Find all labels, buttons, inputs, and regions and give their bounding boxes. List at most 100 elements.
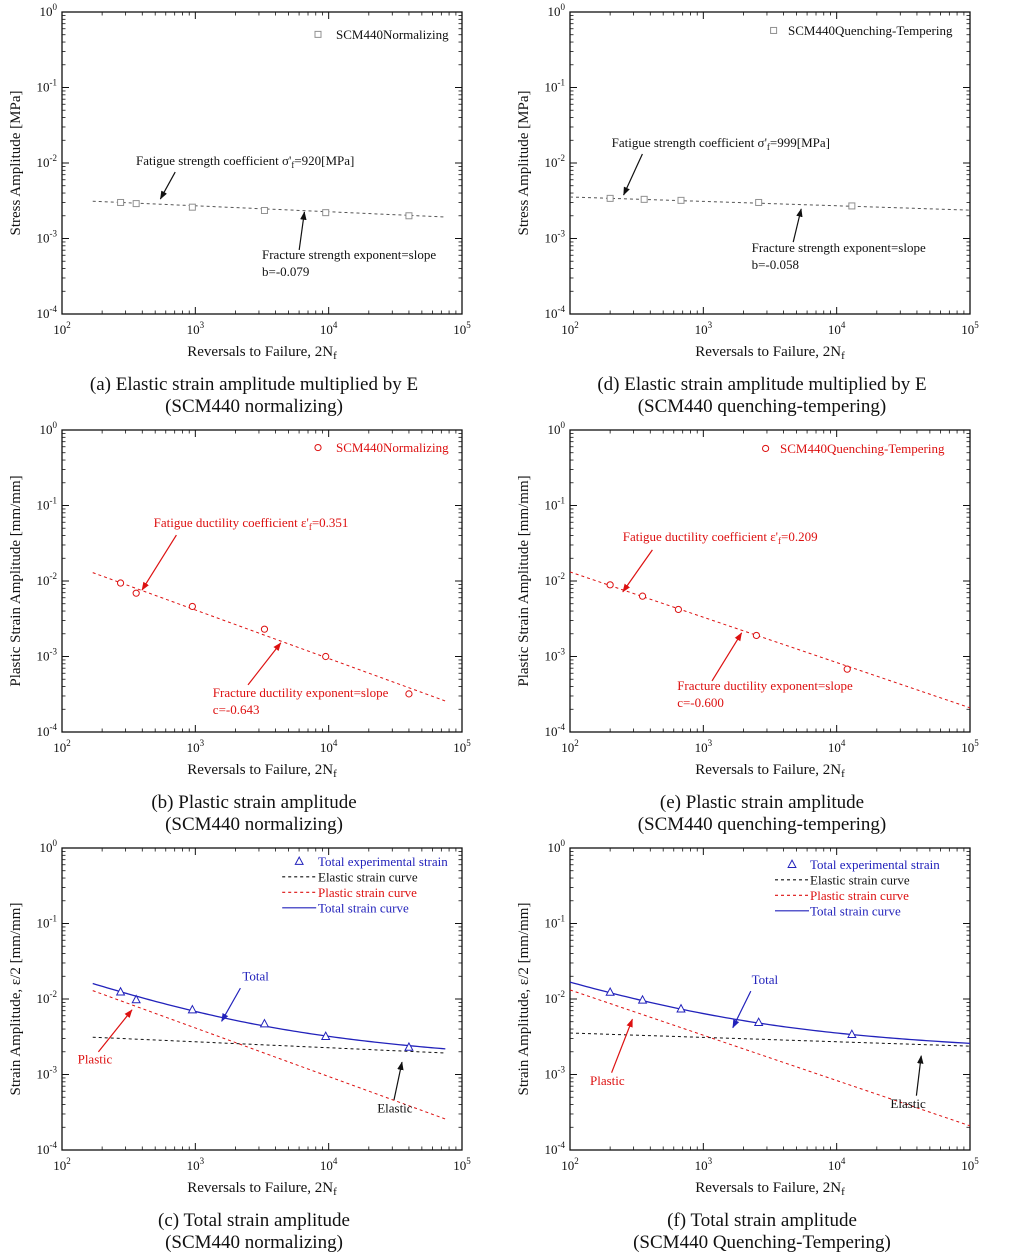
svg-text:10-1: 10-1 (37, 914, 58, 931)
annotations: Fatigue ductility coefficient ε'f=0.209 F… (622, 529, 853, 710)
svg-text:102: 102 (53, 320, 71, 337)
svg-text:105: 105 (453, 738, 471, 755)
caption-e: (e) Plastic strain amplitude (SCM440 que… (638, 792, 887, 836)
svg-text:Plastic Strain Amplitude [mm/: Plastic Strain Amplitude [mm/mm] (8, 475, 24, 686)
svg-text:Stress Amplitude [MPa]: Stress Amplitude [MPa] (8, 91, 24, 236)
svg-text:104: 104 (320, 320, 338, 337)
legend: SCM440Quenching-Tempering (770, 23, 953, 38)
svg-text:10-4: 10-4 (545, 304, 566, 321)
svg-text:100: 100 (40, 420, 58, 437)
caption-a-line1: (a) Elastic strain amplitude multiplied … (89, 374, 419, 395)
annotations: Total Plastic Elastic (78, 969, 413, 1116)
svg-text:10-4: 10-4 (37, 722, 58, 739)
svg-text:c=-0.643: c=-0.643 (213, 702, 260, 717)
svg-text:10-1: 10-1 (37, 496, 58, 513)
svg-text:SCM440Quenching-Tempering: SCM440Quenching-Tempering (780, 441, 945, 456)
svg-text:105: 105 (961, 1156, 979, 1173)
svg-text:Total: Total (752, 972, 779, 987)
svg-text:10-2: 10-2 (37, 989, 58, 1006)
svg-text:Plastic: Plastic (78, 1051, 113, 1066)
annotations: Fatigue ductility coefficient ε'f=0.351 F… (141, 515, 389, 717)
data-points (606, 194, 856, 210)
chart-f-total-quenching-tempering: 102 103 104 105 100 10-1 10-2 10-3 10-4 Reversals… (516, 838, 979, 1198)
svg-text:Reversals to Failure, 2Nf: Reversals to Failure, 2Nf (187, 762, 337, 780)
caption-e-line1: (e) Plastic strain amplitude (659, 792, 865, 813)
chart-a-elastic-normalizing: 102 103 104 105 100 10-1 10-2 10-3 10-4 Reversals… (8, 2, 471, 362)
axes: 102 103 104 105 100 10-1 10-2 10-3 10-4 Reversals… (516, 420, 979, 780)
svg-text:10-3: 10-3 (545, 647, 566, 664)
svg-text:Plastic Strain Amplitude [mm/: Plastic Strain Amplitude [mm/mm] (516, 475, 532, 686)
data-points (117, 198, 413, 220)
svg-text:10-3: 10-3 (37, 1065, 58, 1082)
fit-curves (92, 982, 446, 1120)
caption-b: (b) Plastic strain amplitude (SCM440 nor… (151, 792, 356, 836)
svg-text:100: 100 (40, 838, 58, 855)
fit-curves (92, 572, 446, 702)
svg-text:104: 104 (828, 738, 846, 755)
axes: 102 103 104 105 100 10-1 10-2 10-3 10-4 Reversals… (8, 420, 471, 780)
legend: SCM440Normalizing (314, 27, 449, 42)
svg-text:10-1: 10-1 (545, 78, 566, 95)
svg-text:Elastic: Elastic (377, 1100, 413, 1115)
svg-text:10-2: 10-2 (545, 153, 566, 170)
caption-b-line2: (SCM440 normalizing) (165, 814, 343, 835)
svg-text:Total strain curve: Total strain curve (318, 900, 409, 915)
svg-text:10-2: 10-2 (545, 571, 566, 588)
svg-text:10-3: 10-3 (37, 647, 58, 664)
svg-text:Reversals to Failure, 2Nf: Reversals to Failure, 2Nf (187, 1180, 337, 1198)
panel-d-elastic-quenching-tempering: 102 103 104 105 100 10-1 10-2 10-3 10-4 Reversals… (508, 0, 1016, 418)
svg-text:103: 103 (695, 738, 713, 755)
svg-text:10-1: 10-1 (545, 496, 566, 513)
caption-c: (c) Total strain amplitude (SCM440 norma… (158, 1210, 350, 1254)
caption-f-line1: (f) Total strain amplitude (667, 1210, 857, 1231)
svg-text:Fatigue ductility coefficient: Fatigue ductility coefficient ε'f=0.351 (154, 515, 349, 532)
caption-a-line2: (SCM440 normalizing) (165, 396, 343, 417)
svg-text:Elastic: Elastic (890, 1096, 926, 1111)
svg-text:b=-0.079: b=-0.079 (262, 264, 309, 279)
axes: 102 103 104 105 100 10-1 10-2 10-3 10-4 Reversals… (516, 2, 979, 362)
svg-text:102: 102 (53, 738, 71, 755)
data-points (115, 986, 414, 1051)
fit-curves (569, 981, 971, 1127)
svg-text:104: 104 (828, 320, 846, 337)
axes: 102 103 104 105 100 10-1 10-2 10-3 10-4 Reversals… (8, 838, 471, 1198)
svg-text:Fatigue strength coefficient σ: Fatigue strength coefficient σ'f=920[MPa… (136, 153, 354, 170)
legend: SCM440Normalizing (314, 440, 449, 455)
chart-b-plastic-normalizing: 102 103 104 105 100 10-1 10-2 10-3 10-4 Reversals… (8, 420, 471, 780)
svg-text:10-2: 10-2 (545, 989, 566, 1006)
svg-text:Reversals to Failure, 2Nf: Reversals to Failure, 2Nf (695, 762, 845, 780)
svg-text:SCM440Normalizing: SCM440Normalizing (336, 440, 449, 455)
caption-a: (a) Elastic strain amplitude multiplied … (90, 374, 418, 418)
svg-text:Total: Total (242, 969, 269, 984)
caption-e-line2: (SCM440 quenching-tempering) (637, 814, 887, 835)
fit-curves (569, 571, 971, 709)
panel-a-elastic-normalizing: 102 103 104 105 100 10-1 10-2 10-3 10-4 Reversals… (0, 0, 508, 418)
svg-text:Total experimental strain: Total experimental strain (810, 857, 940, 872)
svg-text:10-1: 10-1 (37, 78, 58, 95)
fit-curves (92, 200, 446, 218)
chart-c-total-normalizing: 102 103 104 105 100 10-1 10-2 10-3 10-4 Reversals… (8, 838, 471, 1198)
data-points (116, 579, 413, 698)
svg-text:103: 103 (695, 320, 713, 337)
annotations: Total Plastic Elastic (590, 972, 926, 1111)
svg-text:10-1: 10-1 (545, 914, 566, 931)
axes: 102 103 104 105 100 10-1 10-2 10-3 10-4 Reversals… (516, 838, 979, 1198)
svg-text:10-4: 10-4 (545, 722, 566, 739)
svg-text:105: 105 (453, 320, 471, 337)
panel-c-total-normalizing: 102 103 104 105 100 10-1 10-2 10-3 10-4 Reversals… (0, 836, 508, 1254)
caption-c-line1: (c) Total strain amplitude (158, 1210, 350, 1231)
svg-text:Plastic strain curve: Plastic strain curve (810, 888, 909, 903)
panel-f-total-quenching-tempering: 102 103 104 105 100 10-1 10-2 10-3 10-4 Reversals… (508, 836, 1016, 1254)
svg-text:c=-0.600: c=-0.600 (677, 695, 724, 710)
svg-text:104: 104 (320, 738, 338, 755)
svg-text:102: 102 (561, 1156, 579, 1173)
svg-text:10-2: 10-2 (37, 571, 58, 588)
caption-d: (d) Elastic strain amplitude multiplied … (597, 374, 926, 418)
svg-text:Fatigue strength coefficient σ: Fatigue strength coefficient σ'f=999[MPa… (612, 135, 830, 152)
axes: 102 103 104 105 100 10-1 10-2 10-3 10-4 Reversals… (8, 2, 471, 362)
svg-text:10-3: 10-3 (37, 229, 58, 246)
svg-text:Plastic strain curve: Plastic strain curve (318, 885, 417, 900)
caption-b-line1: (b) Plastic strain amplitude (151, 792, 357, 813)
svg-text:Fracture ductility exponent=sl: Fracture ductility exponent=slope (213, 685, 389, 700)
